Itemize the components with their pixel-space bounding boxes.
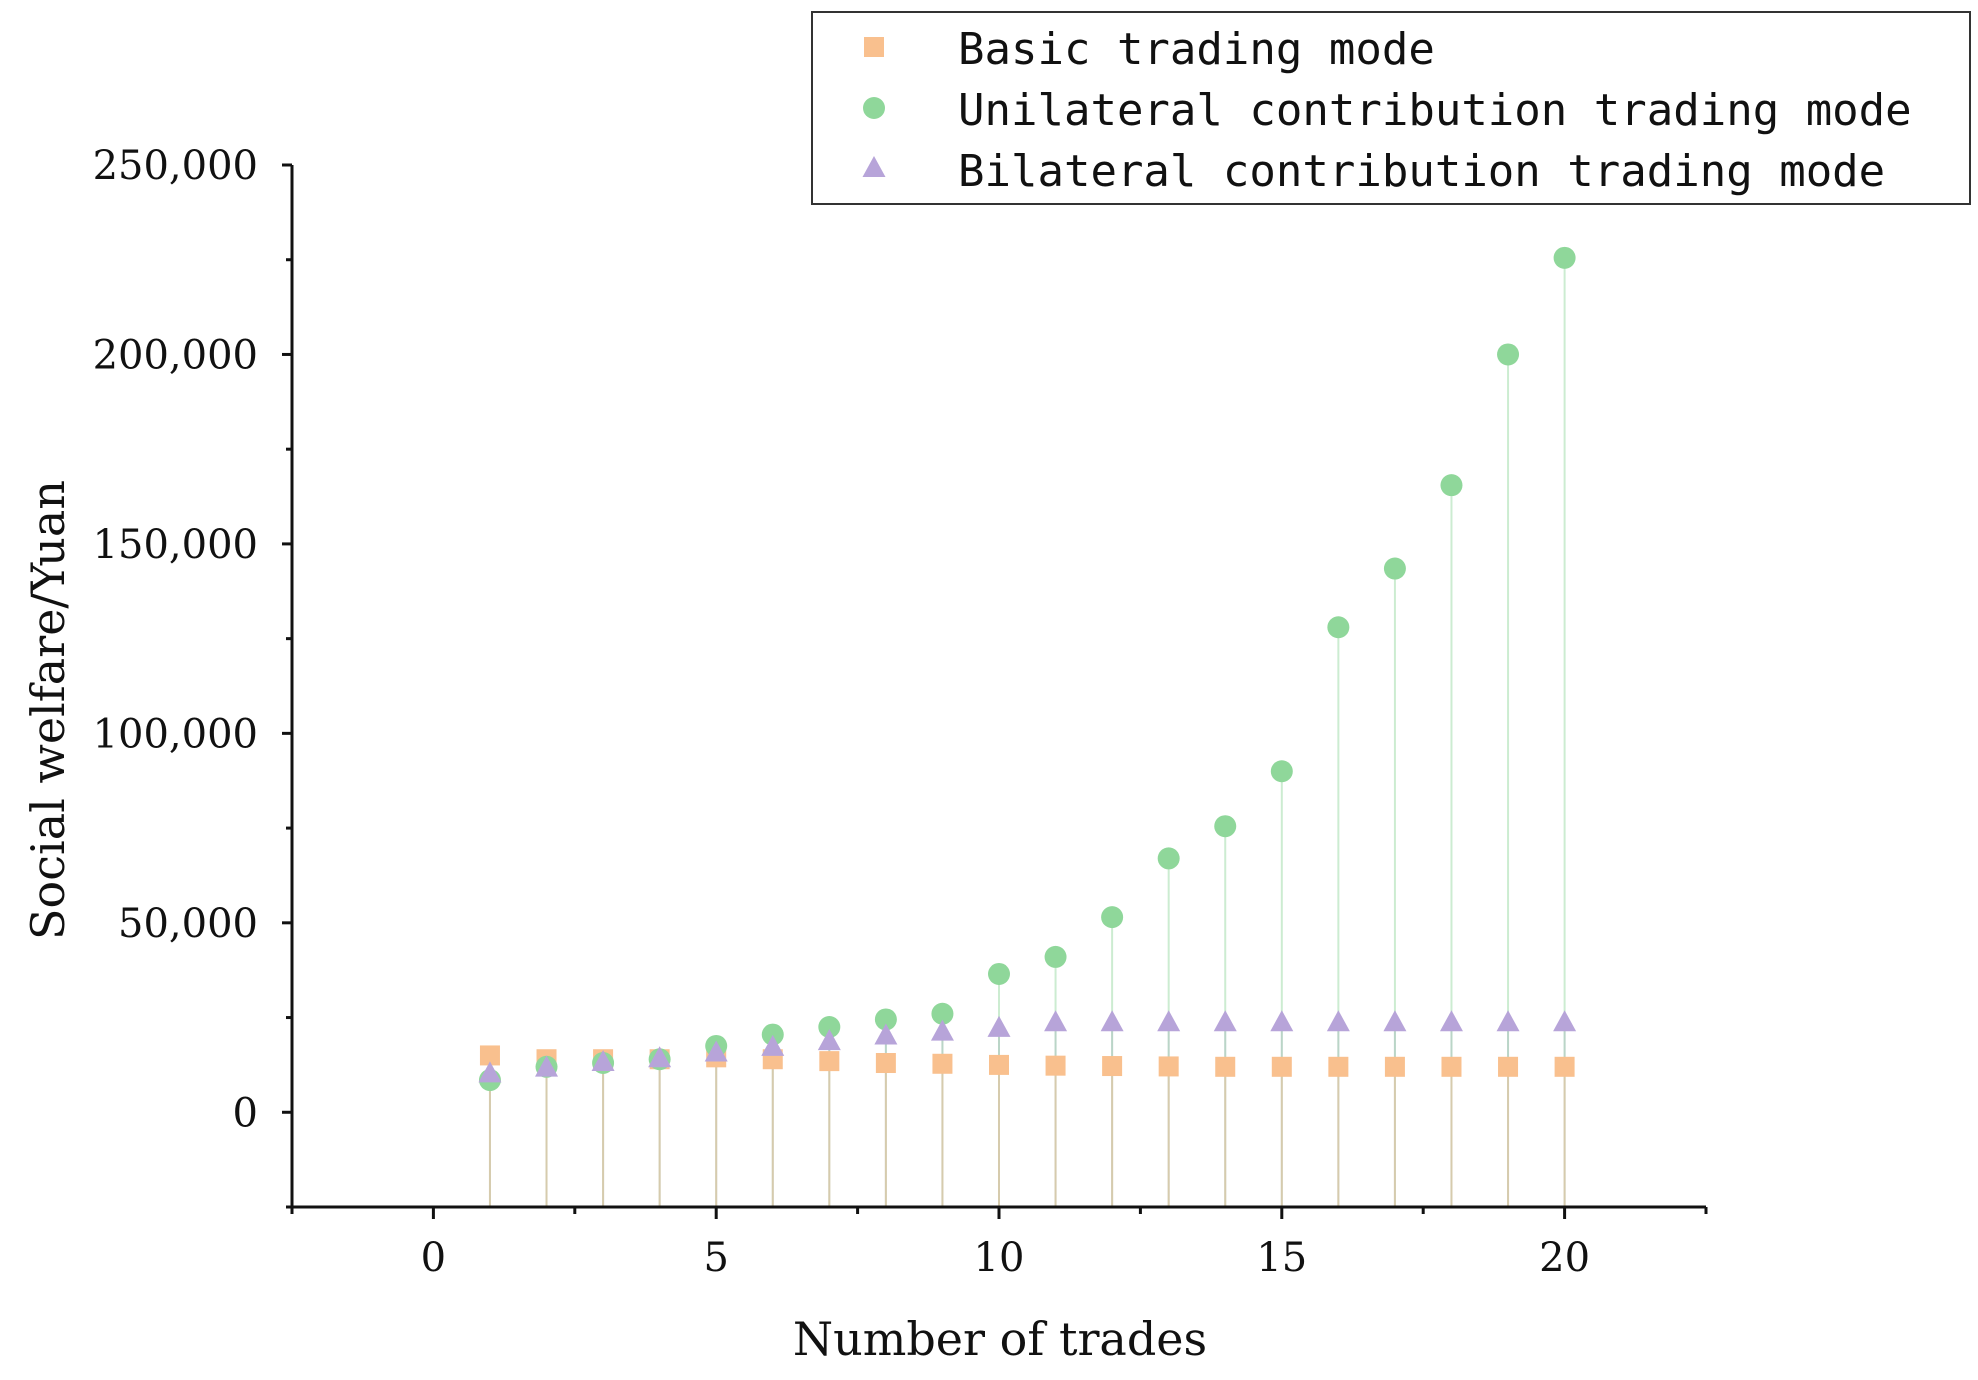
unilateral-point [818,1016,841,1039]
legend-label: Bilateral contribution trading mode [958,146,1885,197]
bilateral-point [1553,1010,1577,1032]
y-tick-label: 0 [233,1090,258,1136]
basic-point [1441,1056,1462,1077]
y-tick-label: 50,000 [118,901,258,947]
bilateral-point [1270,1010,1294,1032]
bilateral-point [1213,1010,1237,1032]
bilateral-point [1100,1010,1124,1032]
unilateral-point [931,1002,954,1025]
basic-point [1328,1056,1349,1077]
y-tick-label: 250,000 [93,143,258,189]
legend: Basic trading mode Unilateral contributio… [811,11,1971,205]
y-axis-title: Social welfare/Yuan [21,480,75,940]
x-tick-label: 10 [974,1235,1025,1281]
legend-marker [862,155,886,177]
bilateral-point [648,1046,672,1068]
unilateral-point [1553,246,1576,269]
y-tick-label: 150,000 [93,522,258,568]
unilateral-point [1383,557,1406,580]
bilateral-point [1439,1010,1463,1032]
basic-point [1271,1056,1292,1077]
bilateral-point [704,1040,728,1062]
unilateral-point [1157,847,1180,870]
stem-lines [488,257,1566,1207]
basic-point [479,1045,500,1066]
tick-labels: 0 50,000 100,000 150,000 200,000 250,000 0 5 10 1… [93,143,1590,1281]
tick-marks [282,163,1708,1219]
basic-point [989,1054,1009,1075]
unilateral-point [874,1008,897,1031]
x-axis-title: Number of trades [793,1312,1207,1366]
legend-marker [864,37,884,57]
basic-point [1102,1056,1123,1077]
basic-point [932,1053,953,1074]
y-tick-label: 100,000 [93,711,258,757]
basic-point [1384,1056,1405,1077]
unilateral-point [1044,945,1067,968]
y-tick-label: 200,000 [93,332,258,378]
unilateral-point [1270,760,1293,783]
bilateral-point [987,1015,1011,1037]
unilateral-point [1497,343,1520,366]
bilateral-point [930,1019,954,1041]
bilateral-point [761,1034,785,1056]
legend-label: Basic trading mode [958,24,1435,75]
basic-point [819,1051,840,1072]
bilateral-point [1044,1010,1068,1032]
bilateral-point [591,1049,615,1071]
bilateral-point [535,1055,559,1077]
x-tick-label: 5 [703,1235,728,1281]
basic-point [1554,1056,1575,1077]
unilateral-point [1440,474,1463,497]
bilateral-point [874,1023,898,1045]
unilateral-point [1214,815,1237,838]
x-tick-label: 15 [1256,1235,1307,1281]
basic-point [875,1053,896,1074]
legend-label: Unilateral contribution trading mode [958,85,1912,136]
x-tick-label: 20 [1539,1235,1590,1281]
bilateral-point [1383,1010,1407,1032]
data-markers [478,246,1577,1092]
bilateral-point [1157,1010,1181,1032]
x-tick-label: 0 [421,1235,446,1281]
bilateral-point [1326,1010,1350,1032]
basic-point [1498,1056,1519,1077]
bilateral-point [478,1061,502,1083]
basic-point [1045,1055,1066,1076]
unilateral-point [761,1023,784,1046]
unilateral-point [988,962,1010,985]
legend-marker [863,97,885,119]
basic-point [1158,1056,1179,1077]
bilateral-point [817,1029,841,1051]
unilateral-point [1327,616,1350,639]
unilateral-point [1101,906,1124,929]
legend-box [811,11,1971,205]
basic-point [1215,1056,1236,1077]
bilateral-point [1496,1010,1520,1032]
